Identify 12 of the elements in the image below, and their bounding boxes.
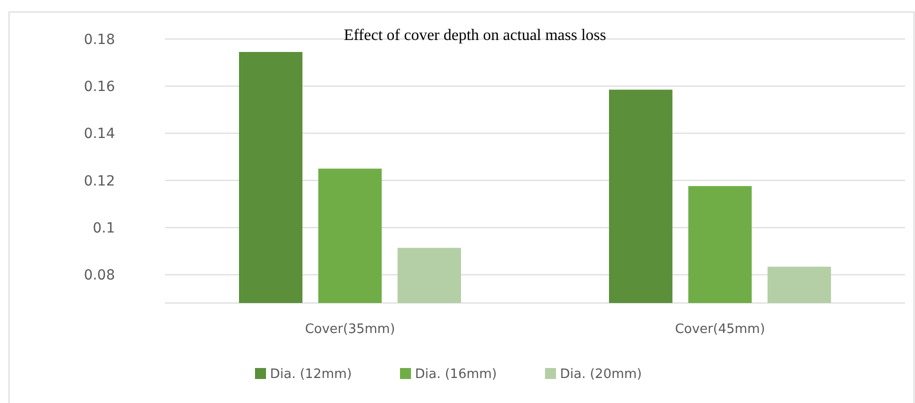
legend-label: Dia. (20mm) — [560, 367, 642, 382]
x-tick-label: Cover(45mm) — [674, 322, 766, 337]
y-tick-label: 0.14 — [84, 126, 116, 142]
y-tick-label: 0.18 — [84, 32, 115, 48]
legend-label: Dia. (12mm) — [270, 367, 352, 382]
x-tick-label: Cover(35mm) — [304, 322, 396, 337]
legend-label: Dia. (16mm) — [415, 367, 497, 382]
y-tick-label: 0.1 — [92, 220, 115, 236]
y-tick-label: 0.16 — [84, 79, 116, 96]
chart-title: Effect of cover depth on actual mass loss — [344, 27, 606, 44]
y-tick-label: 0.08 — [84, 268, 115, 284]
y-tick-label: 0.12 — [84, 173, 115, 190]
